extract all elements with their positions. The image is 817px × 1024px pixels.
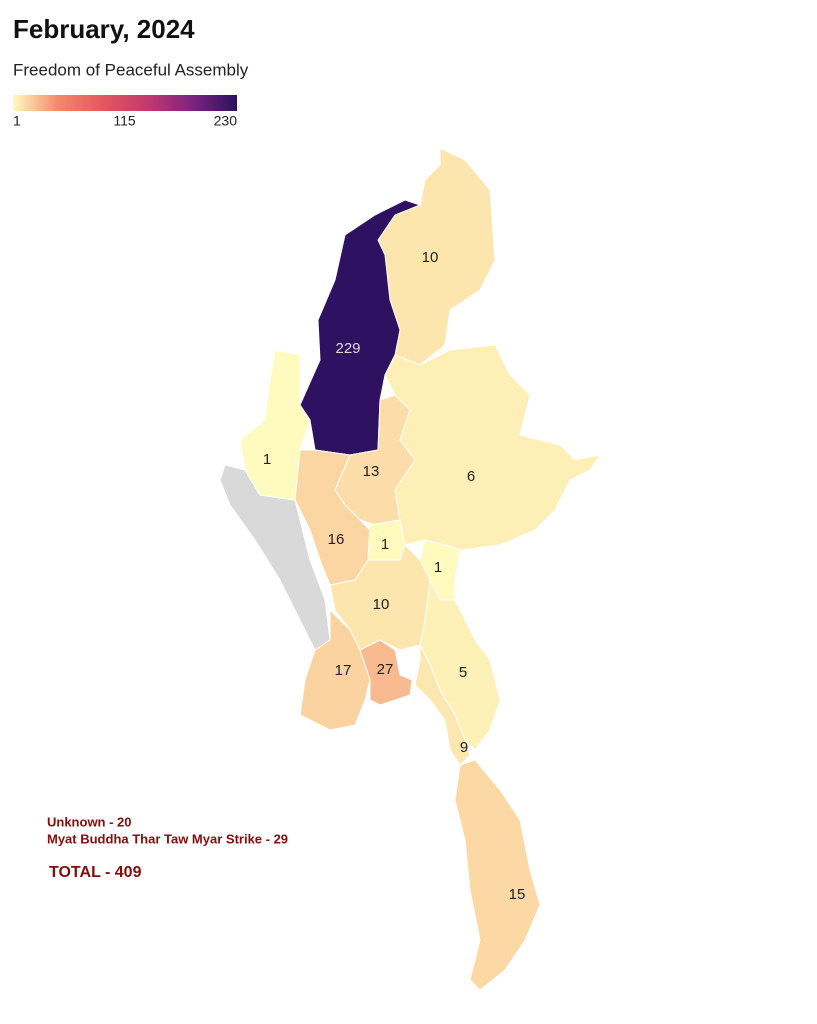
region-label: 229 bbox=[335, 340, 360, 357]
region-label: 1 bbox=[263, 451, 271, 468]
subtitle: Freedom of Peaceful Assembly bbox=[13, 60, 249, 79]
legend-tick-label: 1 bbox=[13, 113, 21, 129]
region bbox=[239, 349, 311, 501]
region bbox=[359, 639, 413, 706]
region-label: 1 bbox=[381, 536, 389, 553]
region-label: 17 bbox=[335, 662, 352, 679]
region bbox=[454, 759, 541, 991]
region bbox=[384, 344, 602, 551]
region-label: 15 bbox=[509, 886, 526, 903]
region-label: 13 bbox=[363, 463, 380, 480]
title: February, 2024 bbox=[13, 14, 195, 44]
region-label: 5 bbox=[459, 664, 467, 681]
note: Unknown - 20 bbox=[47, 814, 132, 829]
region-label: 16 bbox=[328, 531, 345, 548]
legend-tick-label: 230 bbox=[214, 113, 238, 129]
total: TOTAL - 409 bbox=[49, 864, 142, 881]
note: Myat Buddha Thar Taw Myar Strike - 29 bbox=[47, 831, 288, 846]
region-label: 6 bbox=[467, 468, 475, 485]
legend-gradient bbox=[13, 95, 237, 111]
region-label: 10 bbox=[373, 596, 390, 613]
region-label: 1 bbox=[434, 559, 442, 576]
region-label: 9 bbox=[460, 739, 468, 756]
region-label: 27 bbox=[377, 661, 394, 678]
region-label: 10 bbox=[422, 249, 439, 266]
region bbox=[329, 544, 431, 651]
legend-tick-label: 115 bbox=[113, 113, 136, 129]
